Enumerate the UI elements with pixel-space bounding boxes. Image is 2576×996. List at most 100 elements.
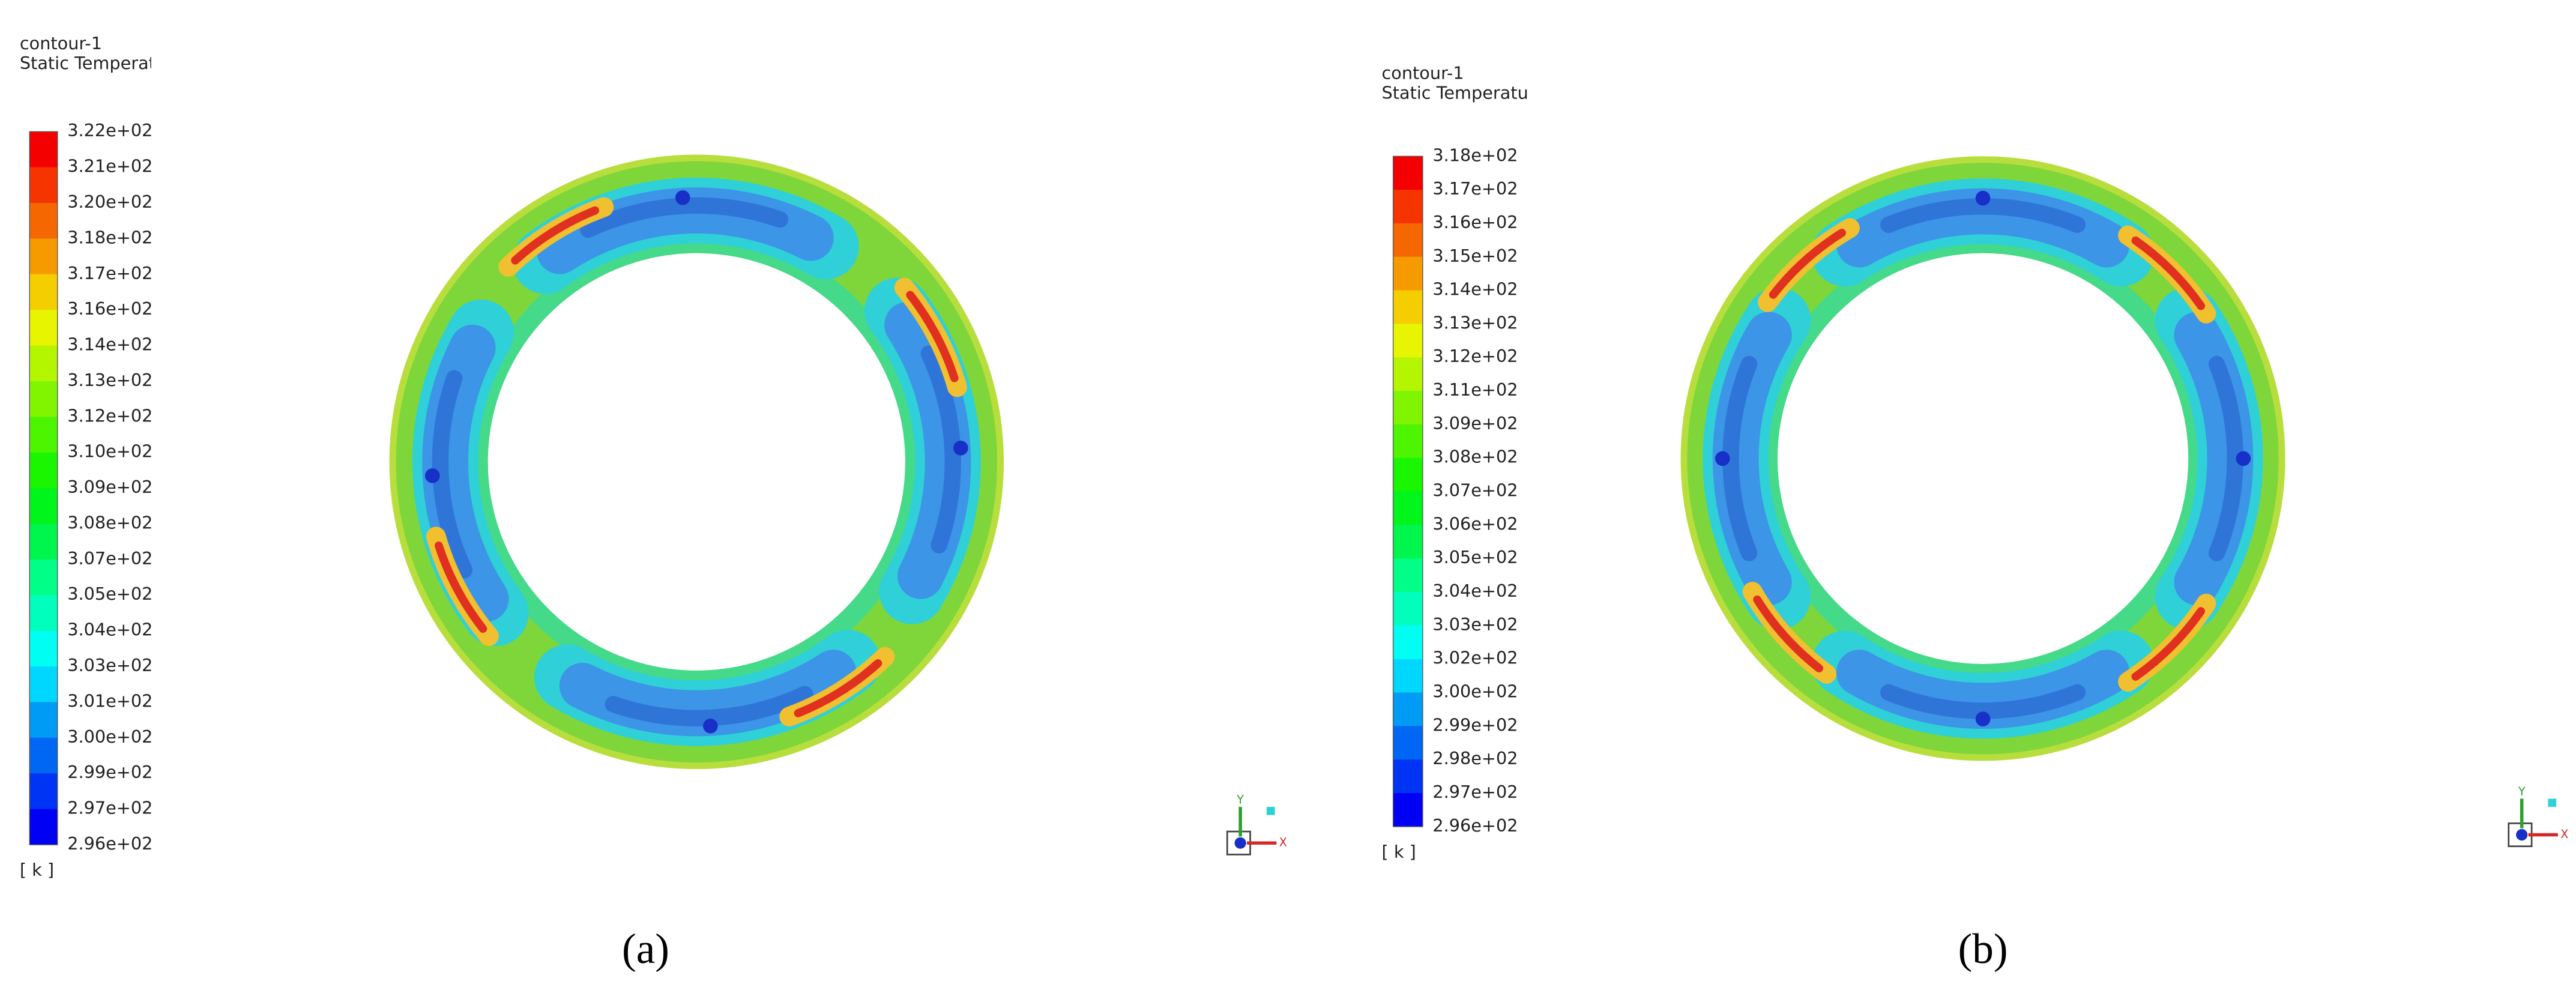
colorbar-label: 2.96e+02 [67,833,152,854]
colorbar-label: 3.08e+02 [67,512,152,533]
colorbar-band [1393,290,1423,325]
colorbar-band [1393,525,1423,560]
colorbar-band [1393,792,1423,827]
blade-core [1722,355,1758,561]
legend-title: contour-1 [20,33,102,53]
hot-streak [794,659,882,717]
colorbar-band [1393,759,1423,794]
colorbar-label: 3.07e+02 [1432,480,1518,501]
colorbar-band [29,809,58,845]
colorbar-label: 3.13e+02 [1432,312,1518,333]
colorbar-label: 3.09e+02 [1432,413,1518,433]
colorbar-band [1393,324,1423,358]
colorbar-label: 3.00e+02 [1432,681,1518,702]
colorbar-label: 3.22e+02 [67,120,152,140]
colorbar-label: 3.18e+02 [1432,145,1518,165]
colorbar-band [1393,190,1423,224]
colorbar-label: 3.04e+02 [1432,581,1518,601]
ring-inner [468,233,925,690]
colorbar-band [29,238,58,275]
colorbar-label: 3.00e+02 [67,726,152,747]
triad-label-y: Y [1236,793,1244,807]
blade-core [1880,684,2086,719]
triad-origin [2516,828,2528,841]
colorbar-label: 3.14e+02 [67,334,152,355]
hot-streak [511,206,600,265]
colorbar-band [29,274,58,310]
blade-core [2208,355,2243,561]
colorbar-band [29,595,58,632]
colorbar-label: 3.13e+02 [67,370,152,390]
colorbar-label: 3.02e+02 [1432,648,1518,668]
blade-core [432,370,473,579]
colorbar-band [29,630,58,667]
colorbar-band [29,310,58,346]
colorbar-label: 3.04e+02 [67,620,152,640]
colorbar-label: 3.08e+02 [1432,447,1518,467]
colorbar-label: 3.16e+02 [67,298,152,319]
colorbar-band [1393,491,1423,526]
colorbar-label: 3.17e+02 [1432,178,1518,199]
blade-hub [703,718,718,734]
colorbar-label: 3.06e+02 [1432,513,1518,534]
hole [487,253,905,671]
legend-variable: Static Temperature [1381,82,1545,103]
blade-hub [1715,451,1730,466]
triad-label-x: X [2560,827,2568,841]
colorbar-label: 3.20e+02 [67,192,152,212]
colorbar-band [1393,659,1423,693]
colorbar-band [29,452,58,489]
triad-label-y: Y [2518,785,2526,798]
unit-label: [ k ] [20,860,54,880]
blade-hub [2236,451,2251,466]
caption: (b) [1958,926,2008,973]
colorbar-label: 2.97e+02 [67,798,152,818]
colorbar-band [29,524,58,560]
colorbar-label: 3.16e+02 [1432,212,1518,232]
colorbar-label: 3.12e+02 [1432,346,1518,366]
colorbar-label: 2.99e+02 [1432,714,1518,735]
legend-title: contour-1 [1381,62,1464,83]
colorbar-band [29,417,58,453]
hot-streak [435,541,487,633]
axis-triad: YX [1226,793,1287,856]
blade-core [605,686,813,726]
colorbar-band [1393,256,1423,291]
colorbar-band [29,167,58,204]
colorbar-band [29,381,58,418]
blade-hub [425,468,440,483]
colorbar-label: 3.14e+02 [1432,279,1518,300]
blade-hub [1975,711,1991,726]
triad-z [1266,806,1275,815]
colorbar-label: 3.05e+02 [67,584,152,604]
colorbar-frame [29,131,58,845]
colorbar-label: 2.99e+02 [67,762,152,782]
colorbar-band [29,345,58,382]
colorbar-band [29,702,58,738]
triad-label-x: X [1279,836,1287,850]
colorbar-label: 3.05e+02 [1432,547,1518,567]
blade-core [1880,198,2086,234]
colorbar-label: 3.17e+02 [67,263,152,283]
colorbar-band [1393,625,1423,660]
hot-streak [906,291,959,382]
hot-streak [2131,607,2206,681]
axis-triad: YX [2508,785,2568,848]
colorbar-band [1393,592,1423,626]
colorbar-band [29,488,58,525]
colorbar-label: 3.18e+02 [67,227,152,247]
legend-variable: Static Temperatu [20,53,166,73]
blade-hub [675,190,690,205]
hot-streak [2131,236,2206,310]
hot-streak [1769,229,1846,299]
colorbar-label: 3.11e+02 [1432,379,1518,400]
blade-core [580,197,788,238]
triad-origin [1234,837,1246,849]
unit-label: [ k ] [1381,842,1416,862]
colorbar-label: 3.03e+02 [1432,614,1518,635]
colorbar-band [29,737,58,774]
colorbar-label: 3.10e+02 [67,441,152,462]
blade-core [920,345,961,554]
